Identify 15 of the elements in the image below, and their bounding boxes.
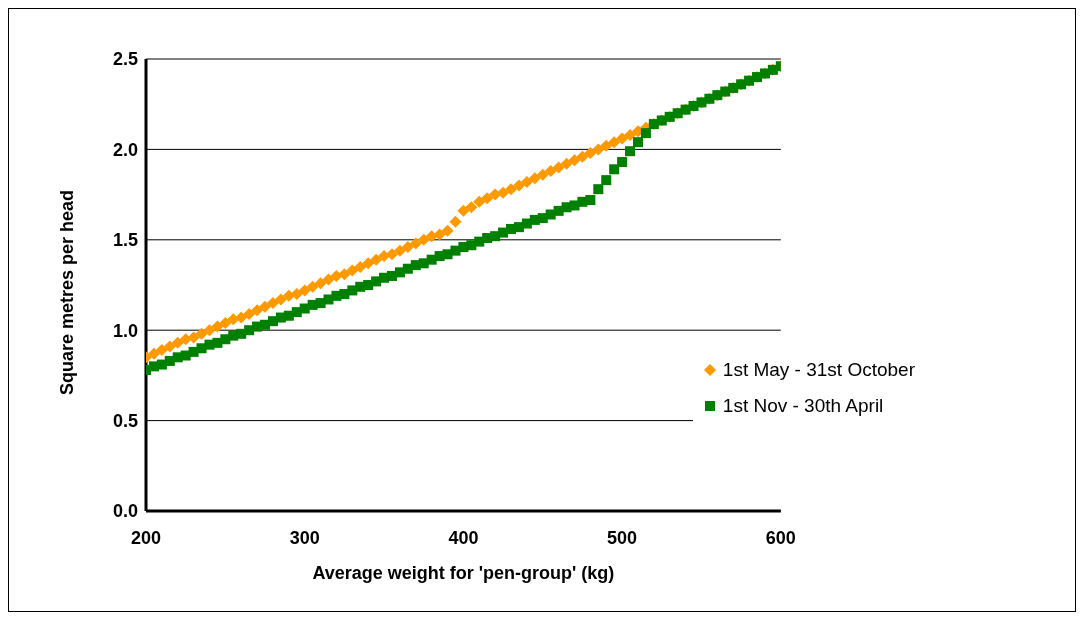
x-tick-label: 200 [130, 527, 162, 548]
y-tick-label: 0.0 [112, 501, 138, 522]
y-tick-label: 2.5 [112, 49, 138, 70]
legend-label: 1st May - 31st October [722, 359, 915, 381]
y-tick-label: 1.5 [112, 230, 138, 251]
x-axis-title: Average weight for 'pen-group' (kg) [312, 563, 615, 583]
x-tick-label: 300 [289, 527, 320, 548]
y-axis-title: Square metres per head [57, 189, 78, 395]
y-tick-label: 1.0 [112, 320, 138, 341]
legend-label: 1st Nov - 30th April [722, 395, 884, 417]
y-tick-label: 0.5 [112, 410, 138, 431]
x-tick-label: 400 [448, 527, 479, 548]
x-tick-label: 500 [607, 527, 638, 548]
y-tick-label: 2.0 [112, 139, 138, 160]
x-tick-label: 600 [765, 527, 796, 548]
